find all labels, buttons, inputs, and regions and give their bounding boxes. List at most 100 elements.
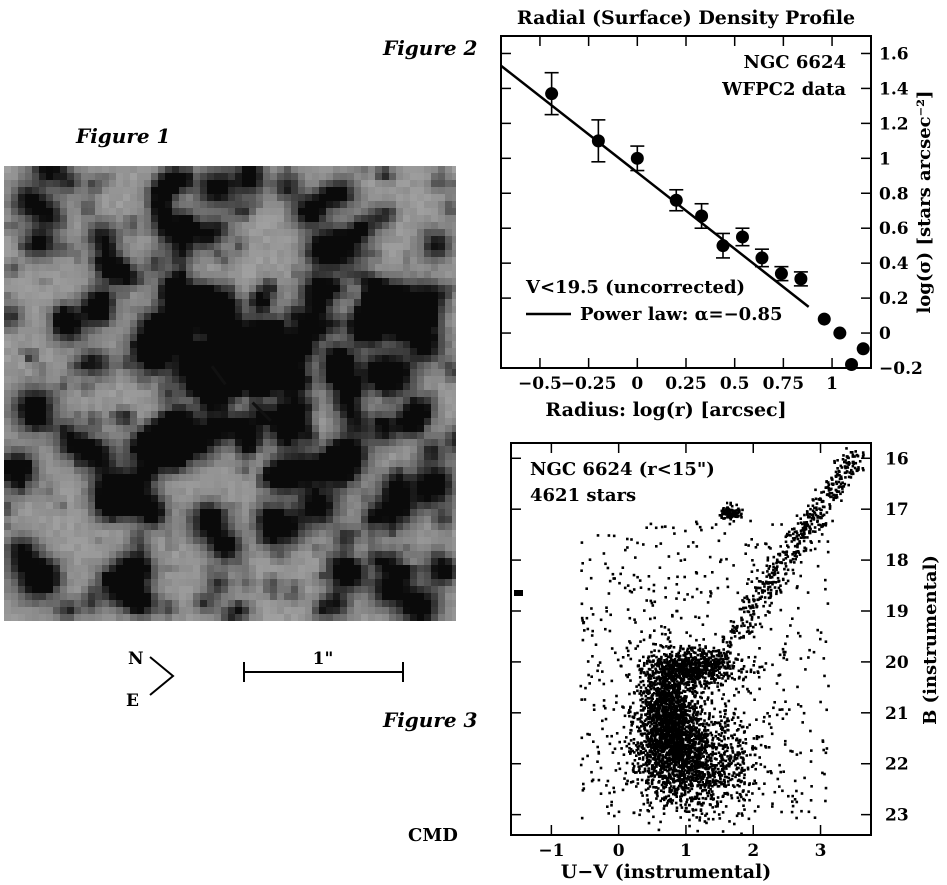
cmd-star xyxy=(657,828,661,832)
cmd-star xyxy=(805,521,809,524)
cmd-star xyxy=(646,700,649,704)
cmd-star xyxy=(648,634,652,637)
cmd-star xyxy=(756,586,760,590)
cmd-star xyxy=(668,706,671,710)
cmd-star xyxy=(638,813,641,817)
cmd-star xyxy=(803,513,806,517)
cmd-star xyxy=(795,530,798,533)
cmd-star xyxy=(677,689,681,692)
cmd-star xyxy=(705,763,708,766)
cmd-star xyxy=(723,511,727,515)
cmd-star xyxy=(696,756,699,760)
cmd-star xyxy=(657,649,661,653)
cmd-star xyxy=(779,561,782,564)
cmd-star xyxy=(675,749,678,753)
cmd-star xyxy=(673,532,676,535)
cmd-star xyxy=(695,758,699,762)
cmd-star xyxy=(820,533,824,536)
cmd-star xyxy=(663,722,667,725)
cmd-star xyxy=(654,759,658,762)
cmd-star xyxy=(784,582,788,585)
cmd-star xyxy=(709,590,712,593)
cmd-star xyxy=(810,785,813,788)
cmd-star xyxy=(702,801,705,805)
cmd-star xyxy=(650,694,654,698)
cmd-star xyxy=(581,789,585,792)
cmd-star xyxy=(801,529,804,532)
cmd-star xyxy=(705,767,708,771)
cmd-star xyxy=(680,760,684,763)
cmd-star xyxy=(644,686,648,690)
cmd-star xyxy=(674,720,677,723)
cmd-star xyxy=(671,671,675,675)
cmd-star xyxy=(635,785,638,788)
density-x-tick-label: 0.25 xyxy=(665,374,706,394)
cmd-star xyxy=(725,767,728,770)
cmd-star xyxy=(666,801,669,805)
cmd-star xyxy=(651,729,654,733)
cmd-star xyxy=(807,515,810,519)
cmd-star xyxy=(669,667,672,670)
cmd-star xyxy=(609,613,612,617)
cmd-star xyxy=(669,708,673,711)
cmd-star xyxy=(614,769,618,772)
cmd-star xyxy=(685,732,688,736)
cmd-star xyxy=(711,663,714,666)
cmd-star xyxy=(662,679,666,682)
cmd-star xyxy=(710,526,714,530)
cmd-star xyxy=(625,744,629,748)
cmd-star xyxy=(774,581,778,584)
cmd-star xyxy=(670,715,674,718)
cmd-star xyxy=(621,788,625,792)
cmd-star xyxy=(771,663,774,667)
cmd-star xyxy=(684,746,688,749)
cmd-star xyxy=(845,447,848,450)
cmd-star xyxy=(766,588,770,591)
cmd-star xyxy=(719,800,723,803)
cmd-star xyxy=(694,671,697,674)
cmd-star xyxy=(793,538,796,542)
cmd-star xyxy=(699,786,703,790)
cmd-star xyxy=(640,778,644,782)
density-data-point xyxy=(545,87,559,101)
cmd-star xyxy=(741,618,744,622)
cmd-star xyxy=(636,541,639,545)
cmd-star xyxy=(718,663,721,666)
cmd-star xyxy=(698,760,701,763)
cmd-star xyxy=(678,649,682,653)
cmd-star xyxy=(645,718,648,721)
cmd-star xyxy=(710,691,714,695)
cmd-star xyxy=(718,723,722,726)
cmd-star xyxy=(691,813,695,817)
cmd-star xyxy=(664,795,668,799)
cmd-star xyxy=(629,748,633,751)
cmd-star xyxy=(691,670,694,673)
cmd-star xyxy=(678,730,682,734)
cmd-star xyxy=(830,495,833,498)
cmd-star xyxy=(681,757,684,761)
cmd-star xyxy=(840,477,843,480)
cmd-star xyxy=(652,686,655,689)
cmd-star xyxy=(756,543,759,546)
cmd-star xyxy=(719,657,723,660)
cmd-star xyxy=(728,660,731,663)
cmd-star xyxy=(689,779,693,782)
cmd-star xyxy=(604,562,607,566)
cmd-star xyxy=(725,775,729,779)
density-data-point xyxy=(845,358,859,372)
cmd-star xyxy=(752,599,756,603)
cmd-star xyxy=(779,545,782,548)
cmd-star xyxy=(720,515,723,518)
cmd-star xyxy=(793,530,797,534)
cmd-star xyxy=(652,659,655,662)
cmd-star xyxy=(657,780,660,784)
cmd-star xyxy=(649,709,653,713)
cmd-star xyxy=(590,770,593,774)
cmd-star xyxy=(659,681,662,684)
cmd-star xyxy=(811,530,815,533)
cmd-star xyxy=(773,586,777,589)
cmd-star xyxy=(702,751,706,754)
cmd-star xyxy=(719,760,723,764)
cmd-star xyxy=(809,507,812,511)
cmd-star xyxy=(663,709,667,713)
